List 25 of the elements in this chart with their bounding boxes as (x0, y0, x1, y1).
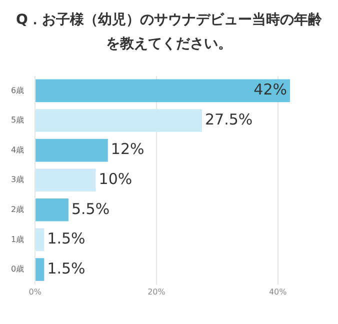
data-label: 1.5% (47, 230, 86, 248)
bar (36, 79, 290, 102)
x-tick-label: 40% (268, 287, 288, 296)
bar (36, 228, 44, 252)
bar (36, 258, 44, 281)
data-label: 12% (110, 140, 144, 158)
y-tick-label: 6歳 (10, 86, 24, 95)
data-label: 5.5% (71, 200, 110, 218)
x-tick-label: 0% (28, 287, 42, 296)
y-tick-label: 3歳 (10, 175, 24, 184)
y-tick-label: 0歳 (10, 264, 24, 274)
y-tick-label: 4歳 (10, 145, 24, 154)
y-tick-label: 1歳 (10, 234, 24, 244)
y-tick-label: 2歳 (10, 204, 24, 214)
bar (36, 109, 202, 132)
chart-title: Q．お子様（幼児）のサウナデビュー当時の年齢を教えてください。 (15, 11, 323, 54)
data-label: 1.5% (47, 259, 86, 278)
x-tick-label: 20% (148, 287, 166, 296)
bar (36, 138, 108, 162)
bar (36, 168, 96, 192)
bar (36, 198, 68, 222)
data-label: 10% (98, 170, 132, 188)
data-label: 27.5% (204, 110, 253, 128)
data-label: 42% (254, 80, 287, 99)
y-tick-label: 5歳 (10, 116, 24, 125)
